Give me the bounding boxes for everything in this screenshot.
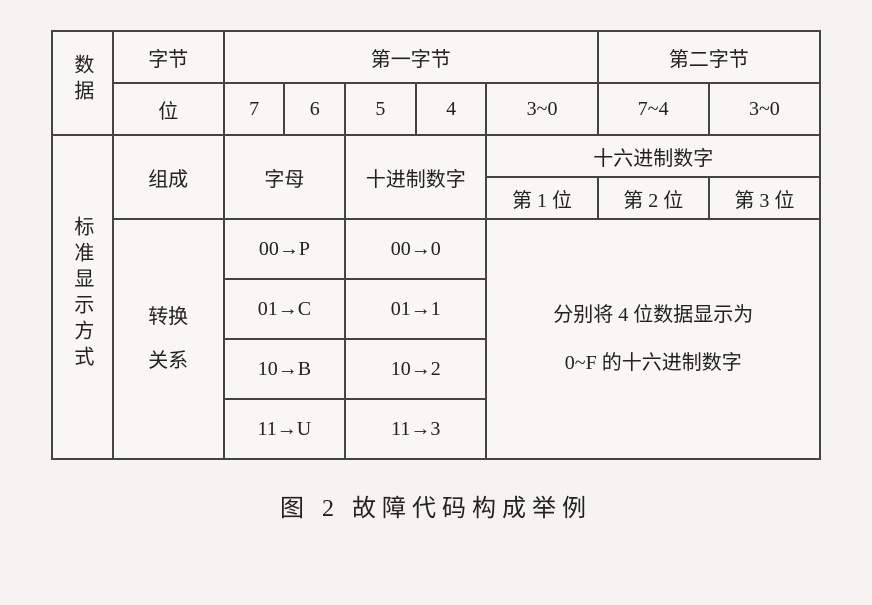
bit-5: 5 — [345, 83, 416, 135]
compose-dec: 十进制数字 — [345, 135, 486, 219]
bit-6: 6 — [284, 83, 345, 135]
bit-74: 7~4 — [598, 83, 709, 135]
rowhead-data: 数据 — [52, 31, 113, 135]
dec-map-3: 11→3 — [345, 399, 486, 459]
hex-pos-2: 第 2 位 — [598, 177, 709, 219]
dec-map-0: 00→0 — [345, 219, 486, 279]
fault-code-table: 数据 字节 第一字节 第二字节 位 7 6 5 4 3~0 7~4 3~0 标准… — [51, 30, 821, 460]
compose-label: 组成 — [113, 135, 224, 219]
convert-label: 转换 关系 — [113, 219, 224, 459]
hex-pos-1: 第 1 位 — [486, 177, 597, 219]
letter-map-0: 00→P — [224, 219, 345, 279]
compose-hex: 十六进制数字 — [486, 135, 820, 177]
rowhead-std: 标准显示方式 — [52, 135, 113, 459]
bit-30: 3~0 — [486, 83, 597, 135]
bit-4: 4 — [416, 83, 487, 135]
hex-desc: 分别将 4 位数据显示为 0~F 的十六进制数字 — [486, 219, 820, 459]
figure-caption: 图 2 故障代码构成举例 — [20, 488, 852, 523]
bit-30b: 3~0 — [709, 83, 820, 135]
dec-map-2: 10→2 — [345, 339, 486, 399]
hdr-bit: 位 — [113, 83, 224, 135]
letter-map-1: 01→C — [224, 279, 345, 339]
dec-map-1: 01→1 — [345, 279, 486, 339]
hdr-byte2: 第二字节 — [598, 31, 820, 83]
letter-map-3: 11→U — [224, 399, 345, 459]
compose-letter: 字母 — [224, 135, 345, 219]
bit-7: 7 — [224, 83, 285, 135]
hdr-byte: 字节 — [113, 31, 224, 83]
hex-pos-3: 第 3 位 — [709, 177, 820, 219]
hdr-byte1: 第一字节 — [224, 31, 598, 83]
letter-map-2: 10→B — [224, 339, 345, 399]
